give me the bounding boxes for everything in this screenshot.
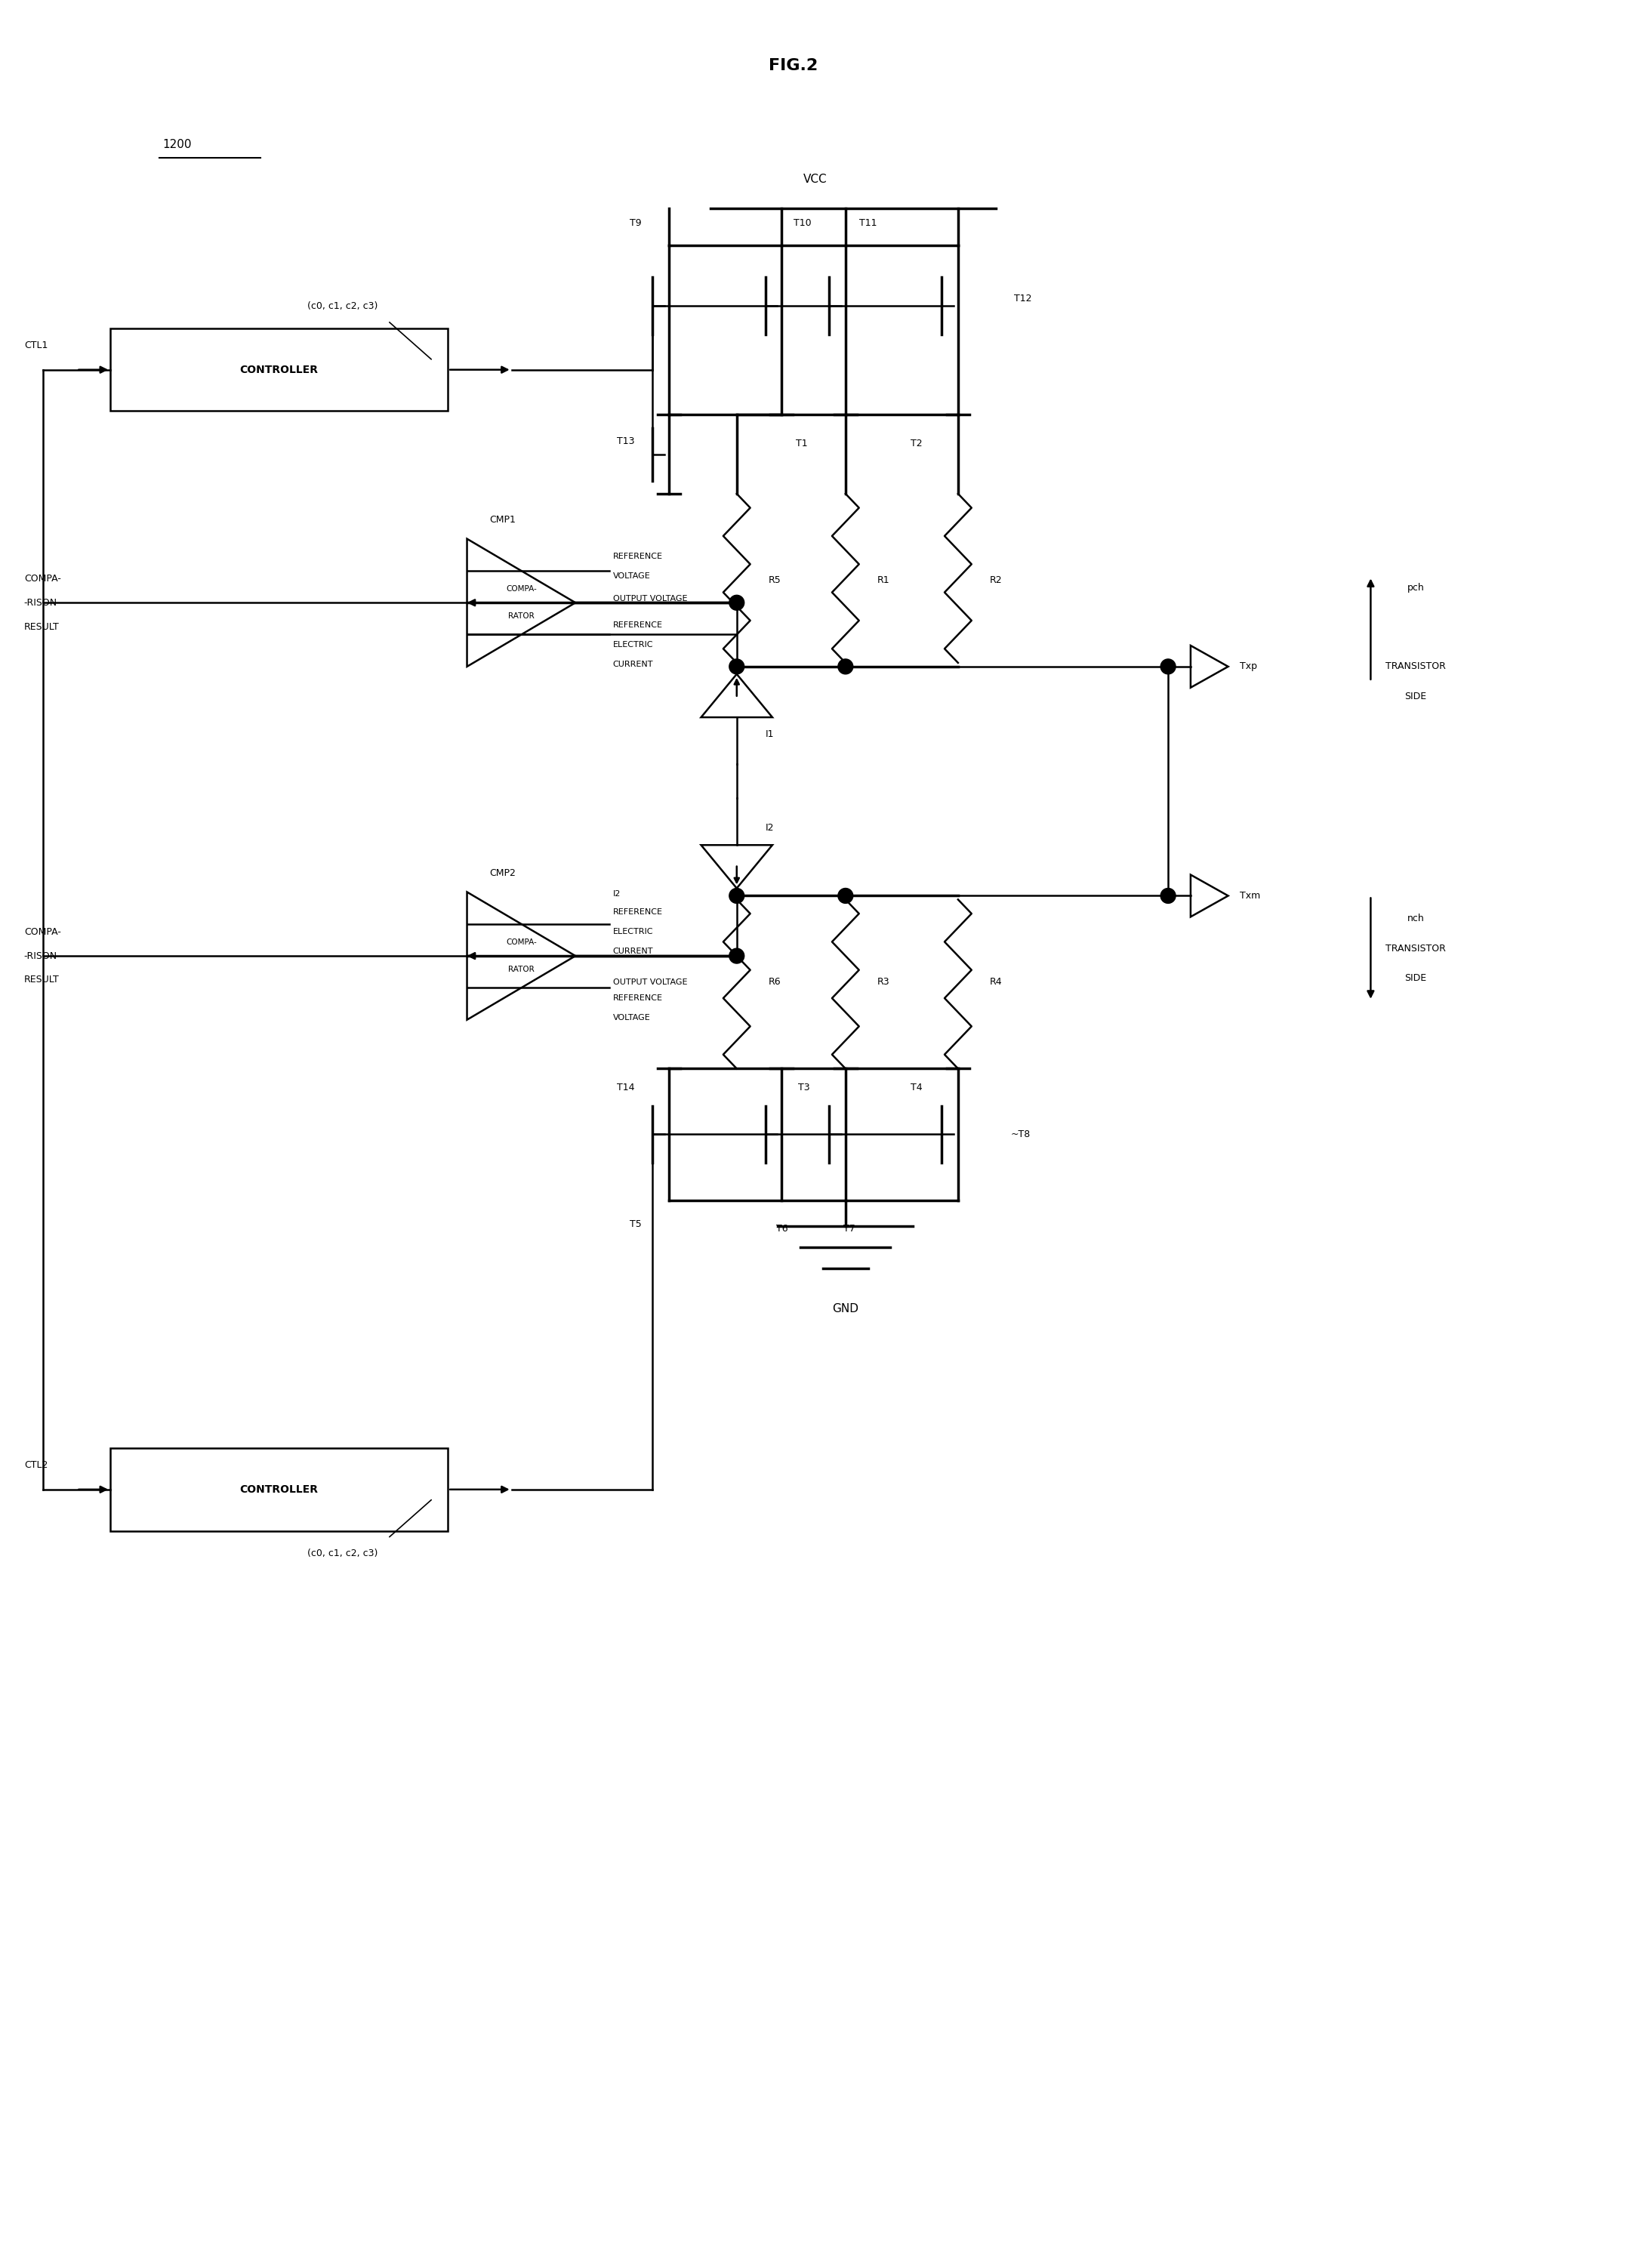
- Text: VCC: VCC: [803, 174, 828, 186]
- Circle shape: [729, 888, 743, 904]
- Text: -RISON: -RISON: [25, 951, 58, 960]
- Text: REFERENCE: REFERENCE: [613, 994, 662, 1001]
- Text: T6: T6: [776, 1223, 788, 1234]
- Text: T4: T4: [910, 1083, 923, 1092]
- Text: RATOR: RATOR: [509, 612, 535, 621]
- Text: R5: R5: [768, 575, 781, 584]
- Text: CTL2: CTL2: [25, 1461, 48, 1470]
- Text: T13: T13: [616, 437, 634, 446]
- Text: CTL1: CTL1: [25, 340, 48, 351]
- Text: R2: R2: [990, 575, 1003, 584]
- Circle shape: [729, 659, 743, 675]
- Text: CONTROLLER: CONTROLLER: [240, 365, 319, 376]
- Text: T1: T1: [796, 439, 808, 448]
- Text: COMPA-: COMPA-: [506, 938, 537, 947]
- Text: R3: R3: [877, 976, 889, 988]
- Circle shape: [1161, 659, 1176, 675]
- Text: pch: pch: [1408, 582, 1424, 593]
- Text: T12: T12: [1014, 294, 1032, 304]
- Text: T2: T2: [910, 439, 923, 448]
- Text: COMPA-: COMPA-: [25, 926, 61, 938]
- Text: T14: T14: [616, 1083, 634, 1092]
- Bar: [111, 1447, 448, 1531]
- Circle shape: [838, 888, 852, 904]
- Polygon shape: [700, 675, 773, 718]
- Text: FIG.2: FIG.2: [768, 59, 818, 72]
- Text: T5: T5: [629, 1219, 641, 1230]
- Text: ELECTRIC: ELECTRIC: [613, 641, 653, 648]
- Text: OUTPUT VOLTAGE: OUTPUT VOLTAGE: [613, 978, 687, 985]
- Text: T9: T9: [629, 217, 641, 229]
- Text: I1: I1: [765, 729, 773, 738]
- Text: RATOR: RATOR: [509, 965, 535, 974]
- Text: T3: T3: [798, 1083, 809, 1092]
- Text: COMPA-: COMPA-: [25, 573, 61, 584]
- Text: CONTROLLER: CONTROLLER: [240, 1484, 319, 1495]
- Text: CMP2: CMP2: [489, 867, 515, 879]
- Text: ELECTRIC: ELECTRIC: [613, 929, 653, 935]
- Text: CURRENT: CURRENT: [613, 661, 653, 668]
- Text: RESULT: RESULT: [25, 974, 59, 985]
- Circle shape: [729, 949, 743, 963]
- Text: RESULT: RESULT: [25, 623, 59, 632]
- Text: SIDE: SIDE: [1404, 974, 1427, 983]
- Text: REFERENCE: REFERENCE: [613, 908, 662, 915]
- Text: TRANSISTOR: TRANSISTOR: [1386, 945, 1446, 954]
- Text: T11: T11: [859, 217, 877, 229]
- Text: COMPA-: COMPA-: [506, 584, 537, 593]
- Text: VOLTAGE: VOLTAGE: [613, 573, 651, 580]
- Text: T10: T10: [795, 217, 811, 229]
- Text: Txp: Txp: [1239, 661, 1257, 670]
- Text: 1200: 1200: [164, 138, 192, 149]
- Text: R1: R1: [877, 575, 889, 584]
- Text: SIDE: SIDE: [1404, 691, 1427, 702]
- Text: CURRENT: CURRENT: [613, 947, 653, 956]
- Text: R6: R6: [768, 976, 781, 988]
- Text: I2: I2: [765, 822, 773, 834]
- Bar: [111, 328, 448, 410]
- Circle shape: [838, 659, 852, 675]
- Text: I2: I2: [613, 890, 621, 897]
- Circle shape: [729, 596, 743, 609]
- Text: GND: GND: [833, 1302, 859, 1314]
- Text: ~T8: ~T8: [1011, 1130, 1031, 1139]
- Text: -RISON: -RISON: [25, 598, 58, 607]
- Circle shape: [1161, 888, 1176, 904]
- Text: T7: T7: [843, 1223, 856, 1234]
- Text: Txm: Txm: [1239, 890, 1260, 901]
- Text: OUTPUT VOLTAGE: OUTPUT VOLTAGE: [613, 596, 687, 602]
- Text: TRANSISTOR: TRANSISTOR: [1386, 661, 1446, 670]
- Polygon shape: [700, 845, 773, 888]
- Text: (c0, c1, c2, c3): (c0, c1, c2, c3): [307, 1549, 378, 1558]
- Text: nch: nch: [1408, 913, 1424, 924]
- Text: VOLTAGE: VOLTAGE: [613, 1015, 651, 1022]
- Text: CMP1: CMP1: [489, 514, 515, 525]
- Text: REFERENCE: REFERENCE: [613, 553, 662, 559]
- Text: REFERENCE: REFERENCE: [613, 621, 662, 630]
- Text: (c0, c1, c2, c3): (c0, c1, c2, c3): [307, 301, 378, 310]
- Text: R4: R4: [990, 976, 1003, 988]
